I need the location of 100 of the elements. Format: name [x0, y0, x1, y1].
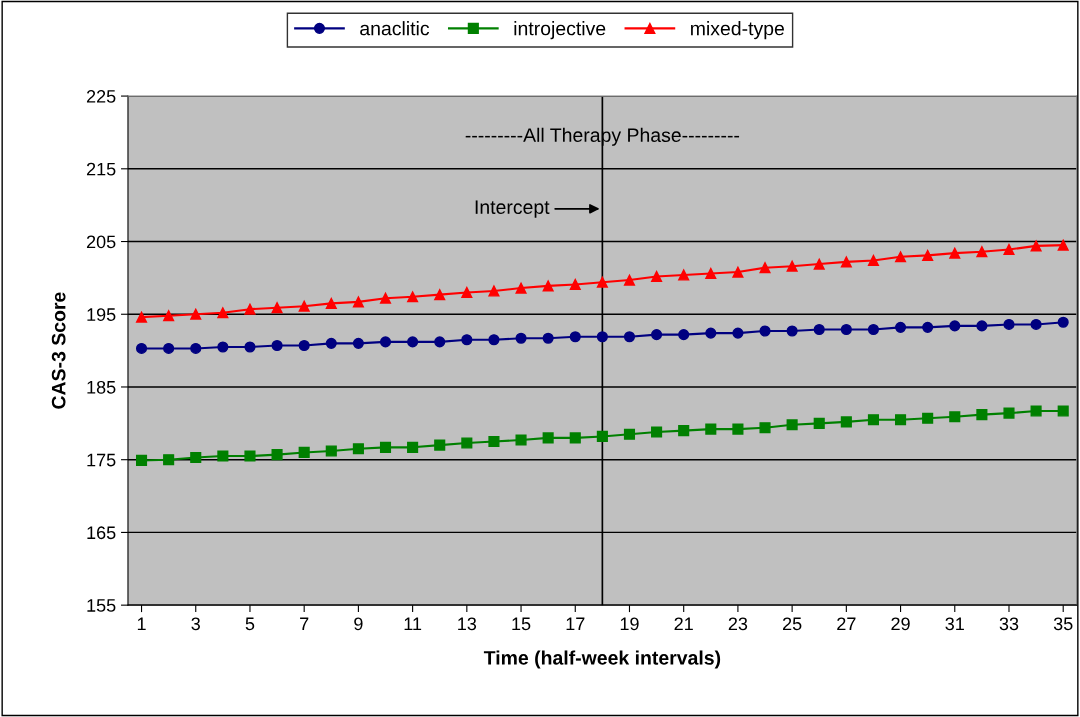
point — [163, 454, 175, 466]
point — [542, 432, 554, 444]
point — [840, 416, 852, 428]
x-tick-label: 21 — [674, 617, 693, 631]
point — [759, 325, 771, 337]
point — [271, 302, 283, 314]
point — [325, 297, 337, 309]
point — [732, 266, 744, 278]
x-tick-label: 13 — [458, 617, 477, 631]
point — [651, 329, 663, 341]
point — [190, 342, 202, 354]
point — [596, 276, 608, 288]
point — [678, 329, 690, 341]
point — [190, 308, 202, 320]
x-tick-label: 3 — [191, 617, 200, 631]
point — [298, 300, 310, 312]
point — [352, 443, 364, 455]
point — [922, 412, 934, 424]
point — [1003, 318, 1015, 330]
point — [651, 270, 663, 282]
point — [705, 267, 717, 280]
x-tick-label: 11 — [404, 617, 422, 631]
point — [786, 325, 798, 337]
point — [1057, 316, 1069, 328]
point — [678, 269, 690, 281]
point — [759, 262, 771, 274]
point — [678, 425, 690, 437]
point — [434, 336, 446, 348]
point — [840, 323, 852, 336]
point — [325, 337, 337, 349]
point — [190, 451, 202, 464]
point — [163, 342, 175, 354]
point — [325, 445, 337, 457]
point — [1003, 243, 1015, 256]
point — [488, 435, 500, 448]
point — [515, 282, 527, 294]
point — [271, 449, 283, 461]
point — [895, 321, 907, 333]
point — [542, 332, 554, 344]
point — [569, 278, 581, 290]
point — [352, 296, 364, 308]
x-tick-label: 27 — [837, 617, 856, 631]
point — [813, 417, 825, 429]
point — [515, 434, 527, 446]
point — [1030, 318, 1042, 330]
point — [244, 450, 256, 462]
x-tick-label: 5 — [245, 617, 255, 631]
point — [298, 446, 310, 458]
point — [895, 251, 907, 263]
point — [732, 327, 744, 339]
y-tick-label: 225 — [86, 90, 116, 103]
point — [705, 423, 717, 435]
point — [352, 337, 364, 349]
y-tick-label: 165 — [87, 526, 116, 540]
y-tick-label: 195 — [87, 308, 116, 321]
x-tick-label: 29 — [891, 617, 910, 631]
y-tick-label: 185 — [87, 380, 116, 394]
point — [569, 331, 581, 343]
point — [407, 291, 419, 303]
point — [434, 439, 446, 451]
point — [759, 422, 771, 434]
point — [840, 256, 852, 268]
x-tick-label: 1 — [137, 617, 146, 631]
point — [379, 292, 392, 304]
point — [623, 428, 636, 440]
point — [895, 414, 907, 426]
point — [379, 336, 392, 348]
x-tick-label: 9 — [354, 617, 363, 631]
x-tick-label: 15 — [512, 617, 531, 631]
point — [569, 432, 581, 444]
point — [407, 441, 419, 453]
y-tick-label: 175 — [87, 453, 116, 467]
y-axis-title: CAS-3 Score — [51, 292, 66, 409]
point — [1030, 405, 1042, 417]
point — [867, 414, 880, 426]
point — [461, 286, 473, 298]
point — [786, 260, 798, 272]
x-tick-label: 31 — [945, 617, 964, 631]
point — [1057, 239, 1069, 251]
point — [596, 430, 608, 442]
legend-label: anaclitic — [360, 21, 430, 36]
annotation: Intercept — [475, 200, 550, 218]
point — [1003, 407, 1015, 419]
point — [461, 437, 473, 449]
point — [623, 274, 636, 286]
point — [217, 341, 229, 353]
x-tick-label: 7 — [300, 617, 309, 631]
point — [542, 280, 554, 292]
point — [813, 323, 825, 336]
point — [1030, 240, 1042, 252]
point — [244, 303, 256, 315]
x-tick-label: 23 — [728, 617, 748, 631]
point — [217, 450, 229, 462]
point — [434, 289, 446, 301]
point — [135, 342, 148, 354]
point — [867, 254, 880, 266]
point — [298, 339, 310, 352]
point — [651, 426, 663, 438]
point — [244, 341, 256, 353]
x-axis-title: Time (half-week intervals) — [483, 650, 721, 669]
